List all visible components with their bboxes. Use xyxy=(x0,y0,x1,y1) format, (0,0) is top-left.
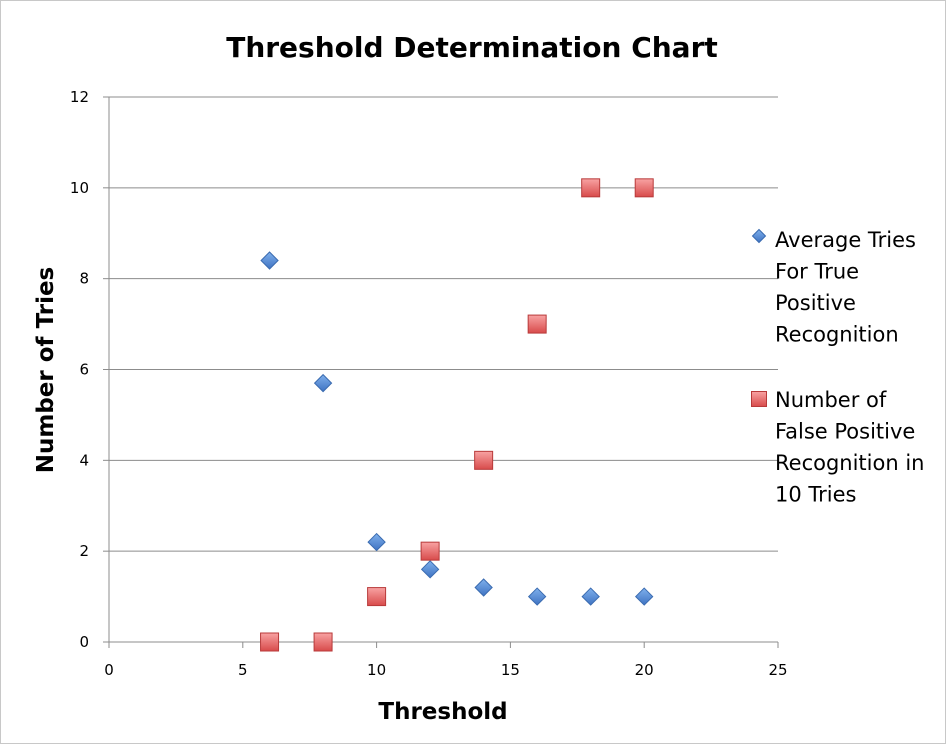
y-tick-label-0: 0 xyxy=(79,633,89,651)
series-2-point-5 xyxy=(474,450,494,470)
series-2-point-3 xyxy=(367,587,387,607)
legend-label-2-line-4: 10 Tries xyxy=(775,483,856,507)
legend-label-1-line-2: For True xyxy=(775,260,859,284)
series-2-point-8 xyxy=(634,178,654,198)
legend: Average Tries For True Positive Recognition… xyxy=(751,228,924,507)
x-tick-label-25: 25 xyxy=(768,661,787,679)
series-1-point-1 xyxy=(260,251,279,270)
x-axis-ticks: 0 5 10 15 20 25 xyxy=(104,642,788,679)
series-1-point-2 xyxy=(313,373,333,393)
series-2 xyxy=(260,178,654,652)
legend-label-1-line-1: Average Tries xyxy=(775,228,916,252)
series-1-point-4 xyxy=(420,560,440,579)
x-tick-label-0: 0 xyxy=(104,661,114,679)
series-1-point-6 xyxy=(527,587,547,606)
x-tick-label-10: 10 xyxy=(367,661,386,679)
series-2-point-2 xyxy=(313,632,333,652)
x-axis-label: Threshold xyxy=(378,699,507,725)
chart-title: Threshold Determination Chart xyxy=(226,31,718,64)
legend-label-1-line-4: Recognition xyxy=(775,323,899,347)
legend-marker-2 xyxy=(751,391,767,407)
legend-item-2: Number of False Positive Recognition in 10 … xyxy=(751,388,924,507)
data-series xyxy=(260,178,654,652)
legend-item-1: Average Tries For True Positive Recognition xyxy=(751,228,916,347)
y-tick-label-6: 6 xyxy=(79,361,89,379)
series-1-point-8 xyxy=(634,587,654,606)
series-1-point-3 xyxy=(367,532,386,552)
legend-marker-1 xyxy=(751,228,767,244)
y-tick-label-12: 12 xyxy=(70,88,89,106)
y-tick-label-4: 4 xyxy=(79,451,89,469)
x-tick-label-20: 20 xyxy=(635,661,654,679)
legend-label-2-line-1: Number of xyxy=(775,388,887,412)
y-axis-ticks: 0 2 4 6 8 10 12 xyxy=(70,88,109,651)
y-axis-label: Number of Tries xyxy=(33,267,59,474)
y-tick-label-8: 8 xyxy=(79,270,89,288)
series-1-point-7 xyxy=(581,587,600,606)
x-tick-label-5: 5 xyxy=(238,661,248,679)
gridlines xyxy=(109,96,778,552)
y-tick-label-2: 2 xyxy=(79,542,89,560)
series-2-point-6 xyxy=(527,314,547,334)
series-1 xyxy=(260,251,654,606)
series-2-point-4 xyxy=(420,541,440,561)
series-1-point-5 xyxy=(474,578,493,597)
legend-label-2-line-3: Recognition in xyxy=(775,451,924,475)
legend-label-1-line-3: Positive xyxy=(775,291,856,315)
y-tick-label-10: 10 xyxy=(70,179,89,197)
x-tick-label-15: 15 xyxy=(501,661,520,679)
legend-label-2-line-2: False Positive xyxy=(775,420,915,444)
series-2-point-1 xyxy=(260,632,280,652)
series-2-point-7 xyxy=(581,178,601,198)
